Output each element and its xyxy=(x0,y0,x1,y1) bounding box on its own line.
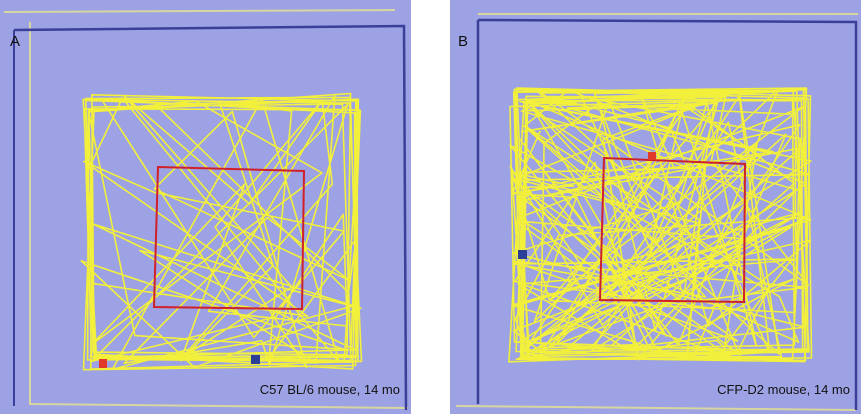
start-marker xyxy=(99,359,107,368)
end-marker xyxy=(251,355,260,364)
panel-caption: C57 BL/6 mouse, 14 mo xyxy=(260,382,400,397)
figure: A C57 BL/6 mouse, 14 mo B CFP-D2 mouse, … xyxy=(0,0,861,414)
end-marker xyxy=(518,250,527,259)
panel-caption: CFP-D2 mouse, 14 mo xyxy=(717,382,850,397)
panel-label: A xyxy=(10,33,20,50)
panel-a: A C57 BL/6 mouse, 14 mo xyxy=(0,0,411,414)
start-marker xyxy=(648,152,656,160)
panel-label: B xyxy=(458,33,468,50)
panel-b: B CFP-D2 mouse, 14 mo xyxy=(450,0,861,414)
